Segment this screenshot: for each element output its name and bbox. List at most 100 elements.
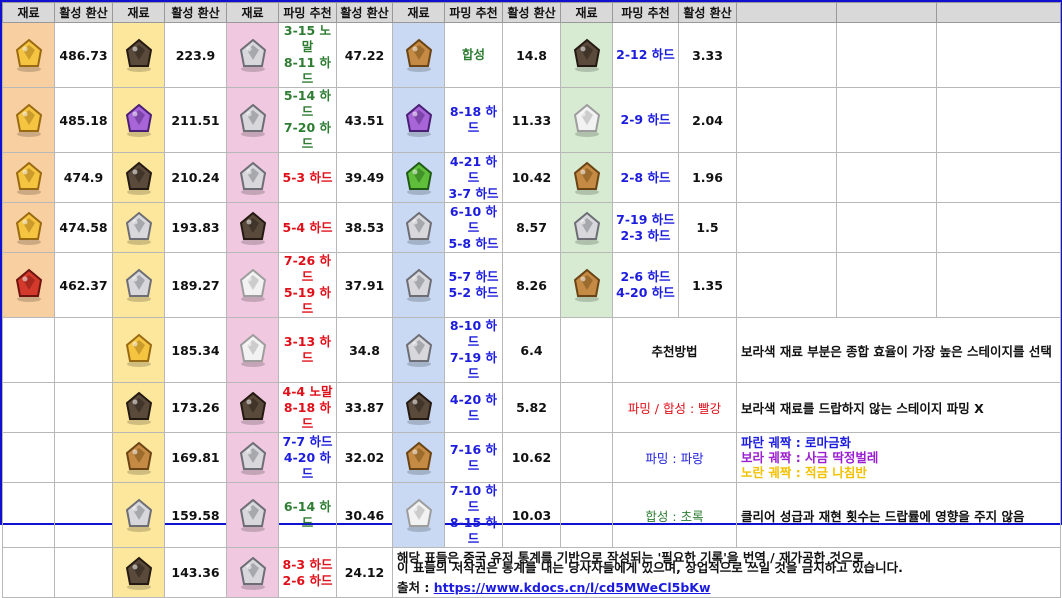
source-label: 출처 : xyxy=(397,579,430,595)
material-icon-cell xyxy=(392,432,445,483)
note-cell: 보라색 재료를 드랍하지 않는 스테이지 파밍 X xyxy=(736,382,1061,433)
material-icon-cell xyxy=(392,22,445,88)
purple-potion-icon xyxy=(120,101,158,139)
value-cell: 10.03 xyxy=(502,482,561,548)
farming-cell: 3-15 노말 8-11 하드 xyxy=(278,22,337,88)
table-row: 159.58 6-14 하드 30.46 7-10 하드 8-15 하드 10.03 합성 … xyxy=(2,482,1061,548)
table-row: 486.73 223.9 3-15 노말 8-11 하드 47.22 합성 14.8 2-12… xyxy=(2,22,1061,88)
blank-cell xyxy=(836,152,937,203)
value-cell: 47.22 xyxy=(336,22,393,88)
farming-stage: 7-7 하드 xyxy=(282,433,333,449)
value-cell: 2.04 xyxy=(678,87,737,153)
value-cell: 14.8 xyxy=(502,22,561,88)
material-icon-cell xyxy=(112,482,165,548)
material-icon-cell xyxy=(392,482,445,548)
farming-stage: 7-20 하드 xyxy=(283,120,332,151)
material-icon-cell xyxy=(226,382,279,433)
material-icon-cell xyxy=(392,152,445,203)
chest-legend-blue: 파란 궤짝 : 로마금화 xyxy=(741,435,852,450)
value-cell: 33.87 xyxy=(336,382,393,433)
metal-shard-icon xyxy=(568,209,606,247)
recommend-legend: 합성 : 초록 xyxy=(645,508,704,524)
header-cell: 활성 환산 xyxy=(164,2,227,23)
table-row: 474.58 193.83 5-4 하드 38.53 6-10 하드 5-8 하드 8.57… xyxy=(2,202,1061,253)
bell-jar-icon xyxy=(120,389,158,427)
farming-stage: 2-12 하드 xyxy=(616,47,675,62)
table-row: 462.37 189.27 7-26 하드 5-19 하드 37.91 5-7 하드 5-2… xyxy=(2,252,1061,318)
farming-cell: 2-8 하드 xyxy=(612,152,679,203)
value-cell: 1.96 xyxy=(678,152,737,203)
farming-stage: 4-4 노말 xyxy=(282,383,333,399)
value-cell: 486.73 xyxy=(54,22,113,88)
feather-icon xyxy=(400,496,438,534)
value-cell: 474.9 xyxy=(54,152,113,203)
table-row: 143.36 8-3 하드 2-6 하드 24.12 해당 표들은 중국 유저 통계를 … xyxy=(2,547,1061,598)
material-icon-cell xyxy=(392,87,445,153)
header-cell: 재료 xyxy=(2,2,55,23)
value-cell: 185.34 xyxy=(164,317,227,383)
farming-stage: 2-9 하드 xyxy=(620,112,671,127)
farming-stage: 3-13 하드 xyxy=(283,334,332,365)
blank-cell xyxy=(936,202,1061,253)
material-icon-cell xyxy=(226,432,279,483)
source-link[interactable]: https://www.kdocs.cn/l/cd5MWeCl5bKw xyxy=(433,579,711,595)
value-cell: 173.26 xyxy=(164,382,227,433)
deer-statue-icon xyxy=(234,439,272,477)
farming-cell: 4-21 하드 3-7 하드 xyxy=(444,152,503,203)
crossed-blades-icon xyxy=(120,496,158,534)
activation-value: 1.5 xyxy=(696,220,719,235)
blank-cell xyxy=(736,252,837,318)
farming-stage: 7-19 하드 xyxy=(449,350,498,381)
header-cell: 파밍 추천 xyxy=(278,2,337,23)
material-icon-cell xyxy=(2,22,55,88)
golden-bowl-icon xyxy=(120,331,158,369)
header-blank xyxy=(736,2,837,23)
farming-stage: 6-10 하드 xyxy=(449,203,498,235)
value-cell: 8.57 xyxy=(502,202,561,253)
activation-value: 43.51 xyxy=(344,112,385,128)
activation-value: 485.18 xyxy=(59,112,108,128)
legend-cell: 파밍 : 파랑 xyxy=(612,432,737,483)
recommend-legend: 추천방법 xyxy=(651,343,698,359)
table-body: 486.73 223.9 3-15 노말 8-11 하드 47.22 합성 14.8 2-12… xyxy=(2,22,1061,598)
material-icon-cell xyxy=(226,482,279,548)
activation-value: 2.04 xyxy=(692,112,723,128)
purple-flask-icon xyxy=(400,101,438,139)
farming-cell: 합성 xyxy=(444,22,503,88)
material-icon-cell xyxy=(2,252,55,318)
silver-gears-icon xyxy=(400,266,438,304)
header-row: 재료 활성 환산 재료 활성 환산 재료 파밍 추천 활성 환산 재료 파밍 추… xyxy=(2,2,1061,23)
farming-cell: 5-14 하드 7-20 하드 xyxy=(278,87,337,153)
bomb-icon xyxy=(234,209,272,247)
activation-value: 210.24 xyxy=(171,170,220,185)
farming-stage: 4-20 하드 xyxy=(449,391,498,423)
material-icon-cell xyxy=(392,317,445,383)
value-cell: 8.26 xyxy=(502,252,561,318)
blank-cell xyxy=(2,547,55,598)
blank-cell xyxy=(2,382,55,433)
activation-value: 6.4 xyxy=(520,342,543,358)
recommend-legend: 파밍 / 합성 : 빨강 xyxy=(627,401,722,416)
farming-cell: 7-7 하드 4-20 하드 xyxy=(278,432,337,483)
moth-icon xyxy=(120,266,158,304)
pendant-icon xyxy=(234,36,272,74)
value-cell: 474.58 xyxy=(54,202,113,253)
bronze-medal-icon xyxy=(400,36,438,74)
table-row: 185.34 3-13 하드 34.8 8-10 하드 7-19 하드 6.4 추천방법 보라… xyxy=(2,317,1061,383)
activation-value: 34.8 xyxy=(349,342,380,358)
farming-cell: 8-18 하드 xyxy=(444,87,503,153)
header-cell: 활성 환산 xyxy=(54,2,113,23)
blank-cell xyxy=(936,22,1061,88)
material-icon-cell xyxy=(560,152,613,203)
chest-legend-purple: 보라 궤짝 : 사금 딱정벌레 xyxy=(741,450,879,465)
activation-value: 10.62 xyxy=(511,450,552,465)
material-icon-cell xyxy=(226,87,279,153)
golden-ring-icon xyxy=(10,159,48,197)
value-cell: 189.27 xyxy=(164,252,227,318)
farming-cell: 2-12 하드 xyxy=(612,22,679,88)
activation-value: 5.82 xyxy=(516,400,547,415)
farming-cell: 8-10 하드 7-19 하드 xyxy=(444,317,503,383)
activation-value: 223.9 xyxy=(175,47,216,63)
